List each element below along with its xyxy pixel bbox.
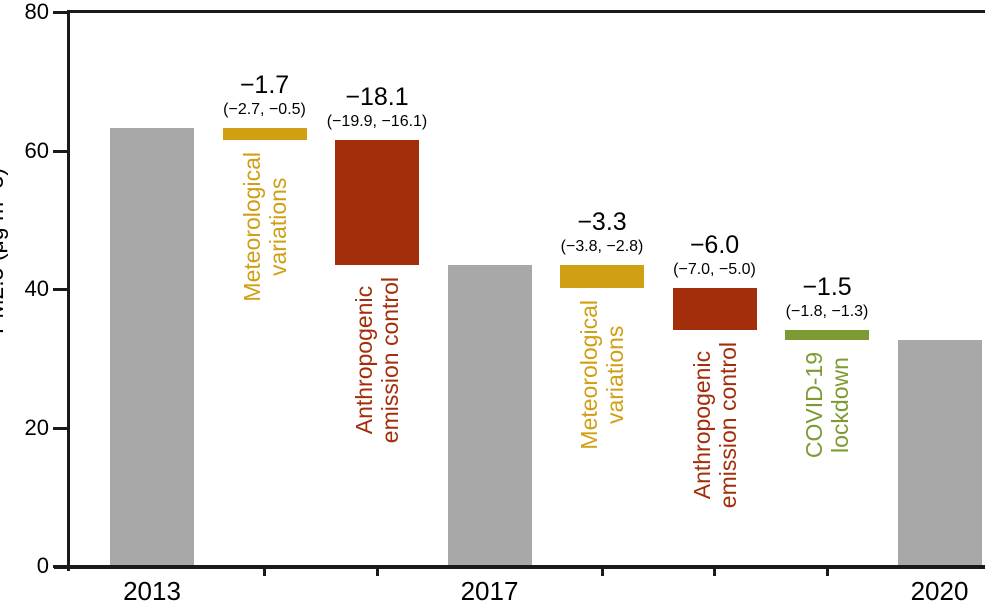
- annotation-value: −1.5: [802, 272, 852, 301]
- annotation-ci: (−2.7, −0.5): [223, 101, 306, 119]
- category-label-text: Anthropogenic emission control: [689, 342, 741, 508]
- y-tick-label: 80: [24, 0, 49, 24]
- bar-anthropogenic-2017-2020: [672, 288, 757, 330]
- bar-total-2017: [447, 265, 532, 566]
- y-tick-label: 20: [24, 414, 49, 440]
- y-tick-label: 40: [24, 276, 49, 301]
- category-label-line: variations: [264, 177, 291, 277]
- category-label-line: Anthropogenic: [351, 286, 377, 435]
- bar-meteorological-2017-2020: [560, 265, 644, 289]
- x-axis-spine: [54, 565, 985, 569]
- y-tick-label: 0: [36, 553, 49, 578]
- annotation-value: −18.1: [345, 83, 409, 112]
- annotation-value: −3.3: [577, 208, 627, 237]
- y-tick-mark: [53, 426, 67, 430]
- category-label-text: COVID-19 lockdown: [801, 352, 853, 458]
- bar-total-2020: [897, 340, 982, 566]
- bar-covid-lockdown-2020: [785, 329, 869, 341]
- annotation-meteorological-2013-2017: −1.7 (−2.7, −0.5): [223, 70, 306, 120]
- annotation-meteorological-2017-2020: −3.3 (−3.8, −2.8): [561, 207, 644, 257]
- y-axis-spine: [67, 10, 70, 571]
- annotation-ci: (−7.0, −5.0): [673, 261, 756, 279]
- x-tick-label-2017: 2017: [460, 576, 519, 606]
- bar-anthropogenic-2013-2017: [335, 140, 419, 266]
- annotation-ci: (−3.8, −2.8): [560, 238, 644, 256]
- y-tick-mark: [53, 149, 67, 153]
- y-tick-mark: [53, 11, 67, 14]
- category-label-line: Anthropogenic: [688, 350, 715, 500]
- bar-meteorological-2013-2017: [222, 128, 307, 141]
- category-label-line: Meteorological: [576, 300, 602, 450]
- x-tick-mark: [825, 569, 829, 576]
- annotation-covid-lockdown-2020: −1.5 (−1.8, −1.3): [786, 272, 869, 322]
- annotation-ci: (−1.8, −1.3): [785, 302, 869, 320]
- annotation-value: −6.0: [689, 231, 740, 260]
- y-tick-label: 60: [24, 137, 49, 163]
- category-label-line: Meteorological: [238, 152, 265, 302]
- category-label-line: lockdown: [827, 357, 853, 454]
- y-tick-mark: [53, 288, 67, 291]
- x-tick-label-2020: 2020: [910, 576, 969, 606]
- category-label-line: COVID-19: [801, 352, 827, 459]
- x-tick-mark: [375, 569, 379, 576]
- annotation-anthropogenic-2013-2017: −18.1 (−19.9, −16.1): [327, 82, 428, 132]
- category-label-text: Meteorological variations: [239, 152, 291, 302]
- category-label-line: variations: [602, 325, 628, 425]
- category-label-line: emission control: [377, 277, 403, 444]
- y-axis-label-text: PM2.5 (μg m−3): [0, 168, 8, 334]
- annotation-ci: (−19.9, −16.1): [326, 113, 428, 131]
- annotation-anthropogenic-2017-2020: −6.0 (−7.0, −5.0): [673, 230, 756, 280]
- x-tick-mark: [600, 569, 604, 576]
- annotation-value: −1.7: [239, 71, 290, 100]
- top-spine: [67, 10, 985, 13]
- category-label-text: Meteorological variations: [576, 300, 628, 450]
- category-label-line: emission control: [714, 341, 741, 509]
- x-tick-label-2013: 2013: [123, 576, 181, 606]
- y-tick-mark: [53, 565, 67, 568]
- category-label-text: Anthropogenic emission control: [351, 277, 403, 443]
- bar-total-2013: [110, 128, 194, 566]
- x-tick-mark: [713, 569, 716, 576]
- x-tick-mark: [263, 569, 266, 576]
